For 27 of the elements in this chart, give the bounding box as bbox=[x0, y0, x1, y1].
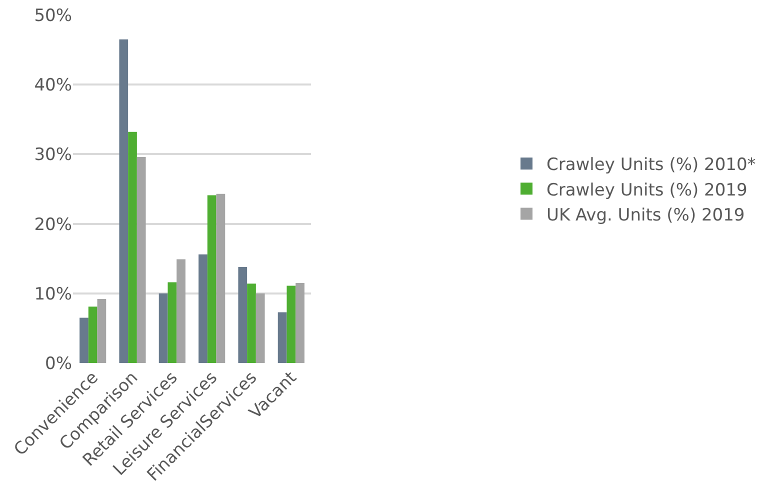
bar bbox=[119, 39, 128, 363]
bar bbox=[286, 286, 296, 363]
bar bbox=[97, 298, 106, 363]
bar bbox=[176, 259, 186, 363]
bar bbox=[128, 132, 137, 363]
bar bbox=[256, 293, 265, 363]
bar bbox=[296, 282, 304, 363]
bar bbox=[216, 194, 226, 363]
y-tick-label: 0% bbox=[45, 354, 72, 374]
bar bbox=[198, 254, 208, 363]
y-tick-label: 50% bbox=[34, 6, 72, 26]
bar bbox=[247, 284, 256, 363]
bar bbox=[158, 293, 168, 363]
y-tick-label: 20% bbox=[34, 214, 72, 235]
y-tick-label: 10% bbox=[34, 284, 72, 304]
legend-label: UK Avg. Units (%) 2019 bbox=[546, 205, 745, 226]
bar bbox=[80, 318, 88, 363]
legend-label: Crawley Units (%) 2010* bbox=[546, 155, 756, 176]
bar bbox=[278, 312, 287, 363]
bar bbox=[88, 306, 98, 363]
bar bbox=[168, 282, 177, 363]
y-tick-label: 30% bbox=[34, 145, 72, 166]
legend-label: Crawley Units (%) 2019 bbox=[546, 180, 748, 200]
bar bbox=[136, 156, 146, 363]
y-tick-label: 40% bbox=[34, 76, 72, 96]
bar bbox=[238, 266, 248, 363]
bar bbox=[207, 195, 216, 363]
